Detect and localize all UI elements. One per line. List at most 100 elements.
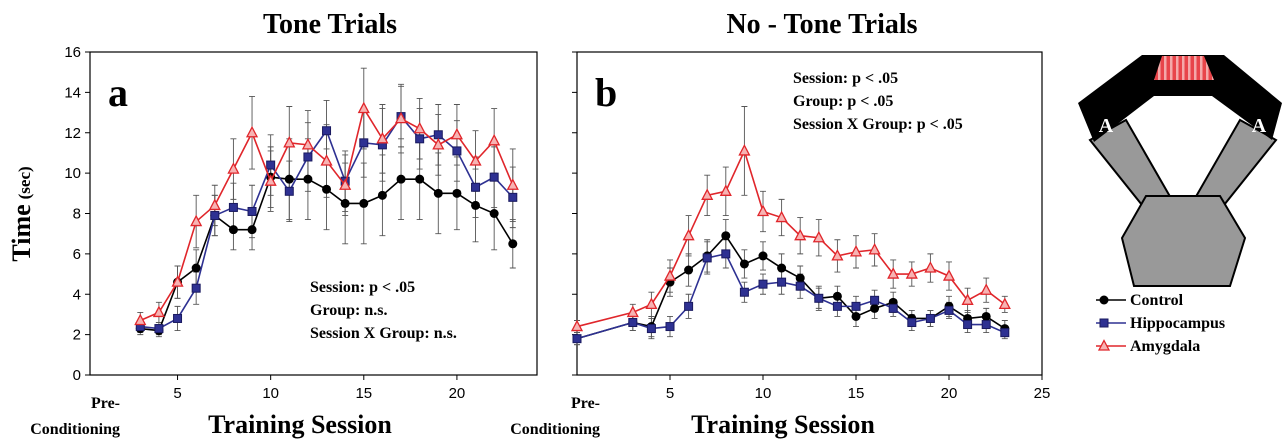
- legend-label: Hippocampus: [1130, 315, 1225, 332]
- marker: [190, 214, 203, 227]
- marker: [1099, 295, 1109, 305]
- marker: [756, 204, 770, 217]
- marker: [488, 133, 501, 146]
- marker: [721, 231, 731, 241]
- marker: [284, 174, 294, 184]
- marker: [570, 319, 584, 332]
- marker: [870, 295, 880, 305]
- chart-title: Tone Trials: [263, 9, 397, 40]
- annotation: Group: p < .05: [793, 93, 893, 110]
- marker: [907, 318, 917, 328]
- y-tick-label: 2: [73, 327, 81, 344]
- marker: [415, 174, 425, 184]
- marker: [415, 134, 425, 144]
- series-line: [576, 234, 1006, 340]
- marker: [191, 283, 201, 293]
- marker: [645, 297, 658, 309]
- marker: [471, 182, 481, 192]
- x-start-label: Conditioning: [510, 421, 600, 438]
- marker: [376, 131, 389, 144]
- x-start-label: Conditioning: [30, 421, 120, 438]
- marker: [887, 267, 900, 279]
- marker: [682, 228, 695, 241]
- marker: [795, 273, 805, 283]
- legend-label: Control: [1130, 292, 1184, 309]
- marker: [283, 135, 296, 148]
- marker: [758, 279, 768, 289]
- maze-label: A: [1099, 115, 1114, 137]
- marker: [758, 251, 768, 261]
- x-tick-label: 10: [262, 385, 279, 402]
- marker: [572, 334, 582, 344]
- marker: [508, 192, 518, 202]
- marker: [812, 230, 825, 243]
- marker: [832, 301, 842, 311]
- x-tick-label: 5: [173, 385, 181, 402]
- marker: [394, 111, 408, 124]
- marker: [1099, 318, 1109, 328]
- marker: [469, 154, 482, 166]
- marker: [208, 198, 221, 211]
- x-tick-label: 15: [848, 385, 865, 402]
- maze-goal-arms: [1078, 55, 1282, 142]
- panel-letter: a: [108, 70, 128, 115]
- y-axis-title-unit: (sec): [15, 166, 34, 199]
- marker: [775, 210, 788, 223]
- marker: [471, 200, 481, 210]
- marker: [322, 126, 332, 136]
- marker: [322, 184, 332, 194]
- x-tick-label: 20: [449, 385, 466, 402]
- series-line: [576, 252, 1006, 340]
- marker: [721, 249, 731, 259]
- marker: [777, 263, 787, 273]
- series-line: [576, 148, 1006, 328]
- marker: [210, 211, 220, 221]
- marker: [247, 225, 257, 235]
- marker: [851, 301, 861, 311]
- x-tick-label: 5: [666, 385, 674, 402]
- marker: [191, 263, 201, 273]
- marker: [452, 188, 462, 198]
- marker: [508, 239, 518, 249]
- marker: [173, 313, 183, 323]
- marker: [489, 209, 499, 218]
- x-start-label: Pre-: [571, 395, 600, 412]
- marker: [663, 269, 677, 281]
- marker: [303, 174, 313, 184]
- marker: [357, 101, 370, 114]
- marker: [701, 188, 714, 200]
- marker: [870, 303, 880, 313]
- annotation: Session X Group: n.s.: [310, 325, 457, 342]
- marker: [849, 244, 863, 257]
- marker: [626, 305, 639, 318]
- marker: [832, 291, 842, 301]
- marker: [795, 281, 805, 291]
- marker: [998, 297, 1011, 309]
- marker: [868, 242, 881, 255]
- marker: [284, 186, 294, 196]
- marker: [719, 184, 732, 196]
- marker: [433, 188, 443, 198]
- marker: [359, 138, 369, 148]
- x-tick-label: 10: [755, 385, 772, 402]
- marker: [432, 137, 445, 150]
- marker: [831, 248, 844, 261]
- y-tick-label: 10: [64, 165, 81, 182]
- marker: [905, 267, 918, 279]
- marker: [264, 174, 277, 186]
- marker: [452, 146, 462, 156]
- marker: [684, 301, 694, 311]
- marker: [739, 287, 749, 297]
- x-axis-title: Training Session: [208, 410, 392, 439]
- marker: [739, 259, 749, 269]
- marker: [228, 202, 238, 212]
- marker: [301, 137, 314, 150]
- marker: [924, 261, 937, 273]
- marker: [359, 198, 369, 208]
- marker: [777, 277, 787, 287]
- marker: [963, 320, 973, 330]
- x-tick-label: 25: [1034, 385, 1051, 402]
- marker: [377, 190, 387, 200]
- marker: [245, 125, 259, 138]
